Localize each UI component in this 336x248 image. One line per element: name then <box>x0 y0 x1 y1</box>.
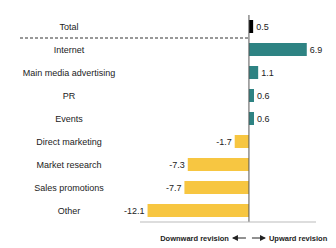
svg-text:0.5: 0.5 <box>256 22 269 32</box>
svg-text:0.6: 0.6 <box>257 91 270 101</box>
svg-text:6.9: 6.9 <box>310 45 323 55</box>
svg-text:Direct marketing: Direct marketing <box>36 137 102 147</box>
svg-text:Downward revision: Downward revision <box>160 234 229 243</box>
svg-text:Events: Events <box>55 114 83 124</box>
svg-text:-1.7: -1.7 <box>216 137 232 147</box>
svg-text:Market research: Market research <box>36 160 101 170</box>
svg-text:Upward revision: Upward revision <box>269 234 328 243</box>
svg-text:1.1: 1.1 <box>261 68 274 78</box>
svg-text:PR: PR <box>63 91 76 101</box>
svg-text:0.6: 0.6 <box>257 114 270 124</box>
svg-text:Internet: Internet <box>54 45 85 55</box>
svg-text:-12.1: -12.1 <box>124 206 145 216</box>
svg-text:Other: Other <box>58 206 81 216</box>
svg-text:Sales promotions: Sales promotions <box>34 183 104 193</box>
svg-text:Total: Total <box>59 22 78 32</box>
svg-text:-7.3: -7.3 <box>169 160 185 170</box>
svg-text:Main media advertising: Main media advertising <box>23 68 116 78</box>
svg-text:-7.7: -7.7 <box>166 183 182 193</box>
